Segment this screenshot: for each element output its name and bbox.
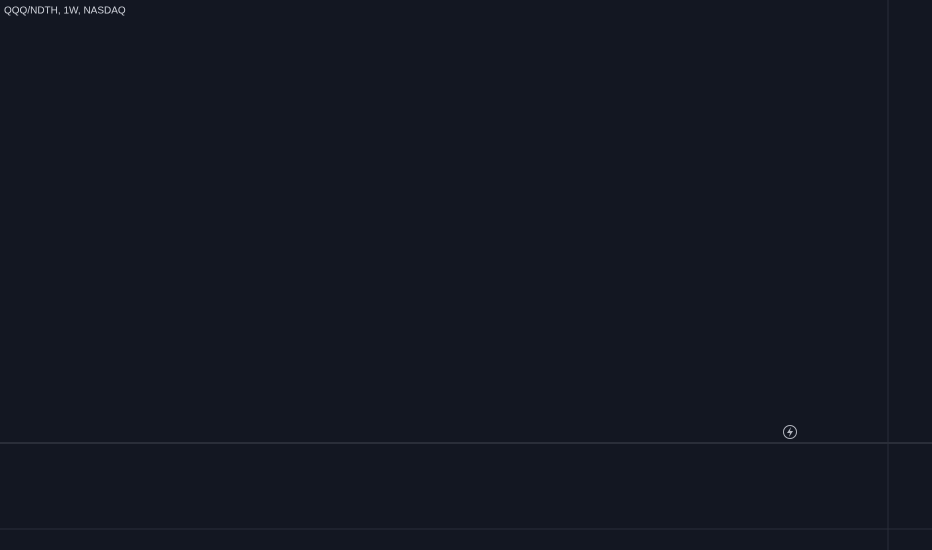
chart-title: QQQ/NDTH, 1W, NASDAQ (4, 6, 126, 17)
replay-icon[interactable] (783, 425, 797, 439)
price-axis-panel (888, 0, 932, 550)
